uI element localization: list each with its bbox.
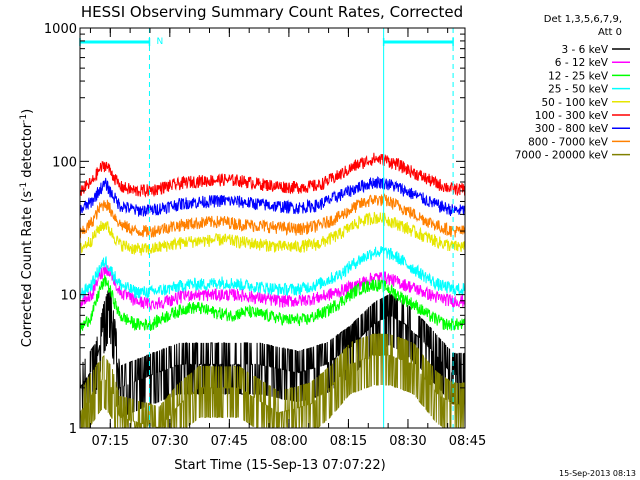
overlay-layer: N [79,28,454,428]
legend-label: 3 - 6 keV [561,44,608,56]
x-tick-label: 07:15 [92,434,129,449]
series-line [80,152,465,198]
series-line [80,193,465,239]
series-line [80,245,465,299]
y-axis: 1 10 100 1000 [44,22,465,437]
legend-label: 7000 - 20000 keV [515,150,609,162]
y-tick-label: 1 [69,422,77,437]
legend-header: Att 0 [598,27,622,38]
x-tick-label: 07:30 [151,434,188,449]
x-tick-label: 08:15 [330,434,367,449]
x-axis: 07:15 07:30 07:45 08:00 08:15 08:30 08:45 [89,28,486,449]
series-line [80,176,465,217]
legend-label: 12 - 25 keV [548,70,609,82]
y-axis-label: Corrected Count Rate (s-1 detector-1) [19,109,35,347]
y-tick-label: 100 [52,155,77,170]
series-line [80,211,465,256]
y-tick-label: 1000 [44,22,77,37]
series-line [80,275,465,334]
x-tick-label: 08:45 [449,434,486,449]
x-tick-label: 08:00 [270,434,307,449]
plot-frame [79,27,466,429]
legend-label: 50 - 100 keV [541,97,608,109]
series-line [80,333,465,428]
y-tick-label: 10 [60,289,77,304]
y-axis-label-mid: detector [20,122,35,182]
y-axis-label-end: ) [20,109,35,114]
x-tick-label: 07:45 [211,434,248,449]
x-axis-label: Start Time (15-Sep-13 07:07:22) [174,458,385,473]
generation-timestamp: 15-Sep-2013 08:13 [559,469,636,478]
x-tick-label: 08:30 [389,434,426,449]
legend-label: 25 - 50 keV [548,84,609,96]
series-layer [80,152,465,428]
night-flag-label: N [156,37,163,47]
y-axis-label-main: Corrected Count Rate (s [20,191,35,348]
y-axis-label-sup1: -1 [19,182,29,191]
series-line [80,263,465,311]
y-axis-label-sup2: -1 [19,114,29,123]
legend-label: 300 - 800 keV [535,123,609,135]
legend-label: 100 - 300 keV [535,110,609,122]
legend-header: Det 1,3,5,6,7,9, [544,14,622,25]
chart-title: HESSI Observing Summary Count Rates, Cor… [81,3,463,21]
legend-label: 6 - 12 keV [555,57,609,69]
legend-label: 800 - 7000 keV [528,136,609,148]
series-line [80,287,465,418]
